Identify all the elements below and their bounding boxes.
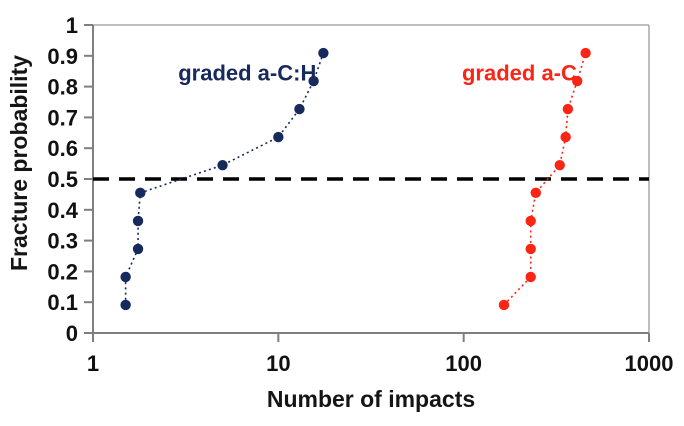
y-tick-label: 0.4 [47,198,78,223]
data-point [554,159,565,171]
x-axis-title: Number of impacts [266,386,476,412]
data-point [525,243,536,255]
y-tick-label: 0.2 [47,259,78,284]
x-tick-label: 100 [445,351,482,376]
data-point [525,215,536,227]
x-tick-label: 10 [266,351,290,376]
data-point [135,187,146,199]
y-tick-label: 0.8 [47,75,78,100]
data-point [525,271,536,283]
y-tick-label: 0.6 [47,136,78,161]
data-point [318,47,329,59]
series-graded-a-C: graded a-C [462,47,591,311]
data-point [217,159,228,171]
data-point [572,75,583,87]
data-point [120,299,131,311]
data-point [132,215,144,227]
data-point [562,103,574,115]
y-tick-label: 0.7 [47,105,78,130]
data-point [294,103,305,115]
series-label: graded a-C:H [178,61,316,86]
series-line [124,52,325,305]
series-label: graded a-C [462,61,577,86]
series-graded-a-C-H: graded a-C:H [120,47,329,311]
data-point [120,271,131,283]
y-tick-label: 0 [66,321,78,346]
data-point [580,47,591,59]
data-point [273,131,284,143]
data-point [132,243,144,255]
data-point [498,299,510,311]
y-tick-label: 0.1 [47,290,78,315]
y-axis-title: Fracture probability [6,55,32,271]
y-tick-label: 0.3 [47,229,78,254]
y-tick-label: 0.9 [47,44,78,69]
x-tick-label: 1 [87,351,99,376]
data-point [308,75,319,87]
y-tick-label: 1 [66,13,78,38]
series-line [503,52,587,306]
data-point [560,131,571,143]
data-point [530,187,541,199]
y-tick-label: 0.5 [47,167,78,192]
x-tick-label: 1000 [625,351,674,376]
